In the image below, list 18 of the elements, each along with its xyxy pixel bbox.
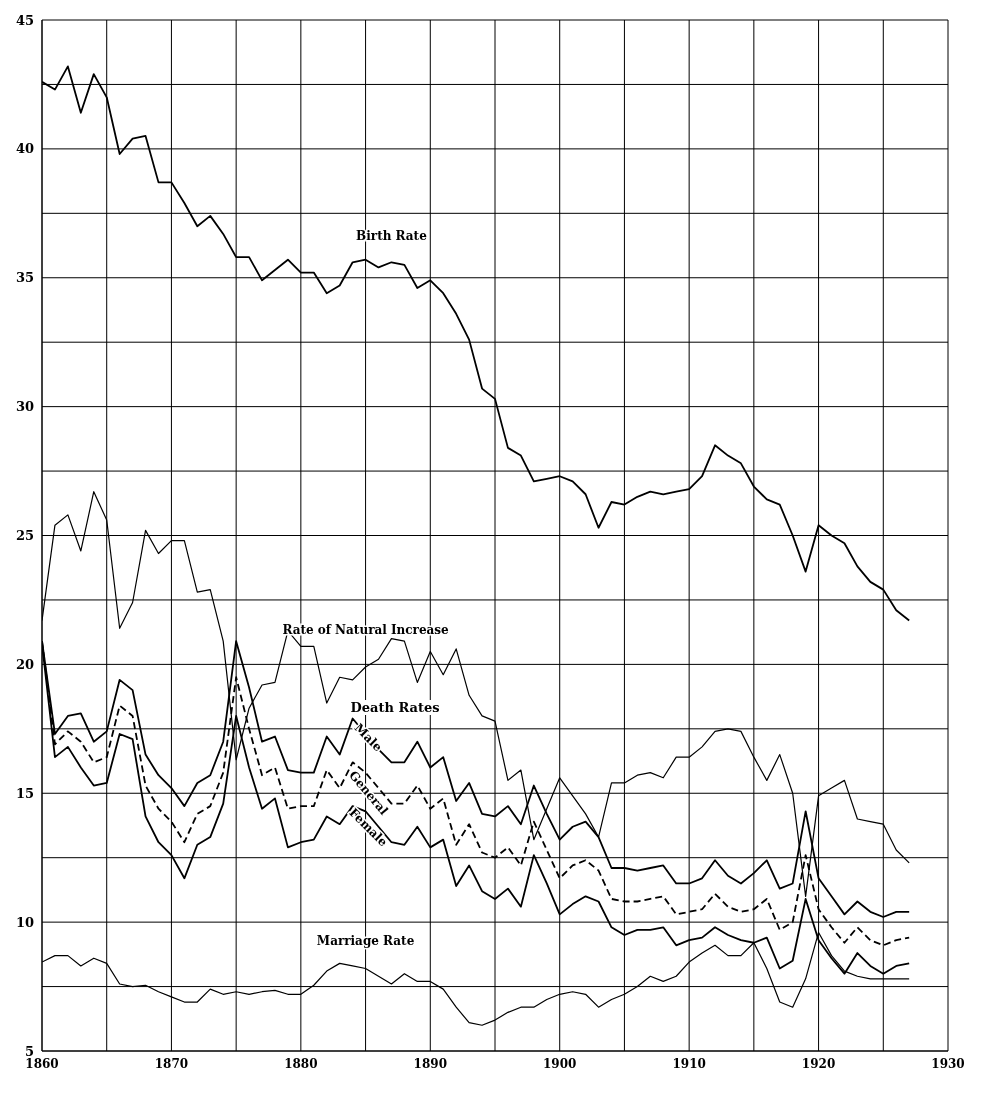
y-tick-label: 10 [15,914,34,930]
y-tick-label: 35 [15,270,34,286]
x-tick-label: 1890 [413,1056,447,1071]
y-tick-label: 40 [15,141,34,157]
annotation: Death Rates [348,700,442,716]
x-tick-label: 1870 [154,1056,189,1071]
x-tick-label: 1920 [801,1056,836,1071]
y-tick-label: 25 [15,528,34,544]
x-tick-label: 1880 [284,1056,318,1071]
y-tick-label: 20 [15,656,34,672]
y-tick-label: 5 [24,1043,34,1059]
y-tick-label: 15 [15,785,34,801]
x-tick-label: 1910 [672,1056,706,1071]
y-tick-label: 45 [15,12,34,28]
x-tick-label: 1860 [25,1056,59,1071]
x-tick-label: 1900 [543,1056,577,1071]
x-tick-label: 1930 [931,1056,965,1071]
y-tick-label: 30 [15,399,34,415]
